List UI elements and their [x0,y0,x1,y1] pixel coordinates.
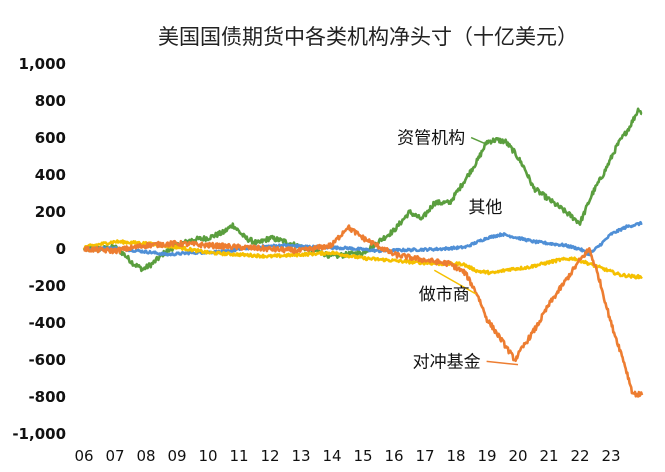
x-tick-label: 23 [601,447,620,465]
annotation-pointer [433,269,477,295]
annotation-pointer [470,136,488,146]
y-axis-ticks: 1,000 800 600 400 200 0 -200 -400 -600 -800 -1,000 [12,55,66,443]
x-tick-label: 22 [570,447,589,465]
series-annotation: 资管机构 [397,129,465,149]
x-tick-label: 13 [291,447,310,465]
series-line [83,224,644,398]
series-annotation: 对冲基金 [413,352,481,372]
chart-title: 美国国债期货中各类机构净头寸（十亿美元） [158,25,578,49]
y-tick-label: 0 [56,240,66,258]
series-annotation: 其他 [468,198,502,218]
x-tick-label: 17 [415,447,434,465]
series-annotation: 做市商 [419,285,470,305]
x-tick-label: 07 [105,447,124,465]
y-tick-label: -200 [28,277,66,295]
series-line [82,239,643,280]
x-tick-label: 16 [384,447,403,465]
x-tick-label: 21 [539,447,558,465]
series-lines [82,107,644,398]
x-tick-label: 19 [477,447,496,465]
x-axis-ticks: 06 07 08 09 10 11 12 13 14 15 16 17 18 19 20 21 22 23 [74,447,620,465]
y-tick-label: 200 [35,203,66,221]
annotation-pointer [486,360,519,366]
x-tick-label: 14 [322,447,341,465]
x-tick-label: 20 [508,447,527,465]
x-tick-label: 18 [446,447,465,465]
y-tick-label: 1,000 [19,55,66,73]
x-tick-label: 08 [136,447,155,465]
y-tick-label: -400 [28,314,66,332]
x-tick-label: 09 [167,447,186,465]
y-tick-label: 800 [35,92,66,110]
y-tick-label: 600 [35,129,66,147]
y-tick-label: 400 [35,166,66,184]
x-tick-label: 10 [198,447,217,465]
y-tick-label: -600 [28,351,66,369]
y-tick-label: -800 [28,388,66,406]
x-tick-label: 06 [74,447,93,465]
series-line [83,220,643,257]
x-tick-label: 11 [229,447,248,465]
y-tick-label: -1,000 [12,425,66,443]
x-tick-label: 12 [260,447,279,465]
x-tick-label: 15 [353,447,372,465]
